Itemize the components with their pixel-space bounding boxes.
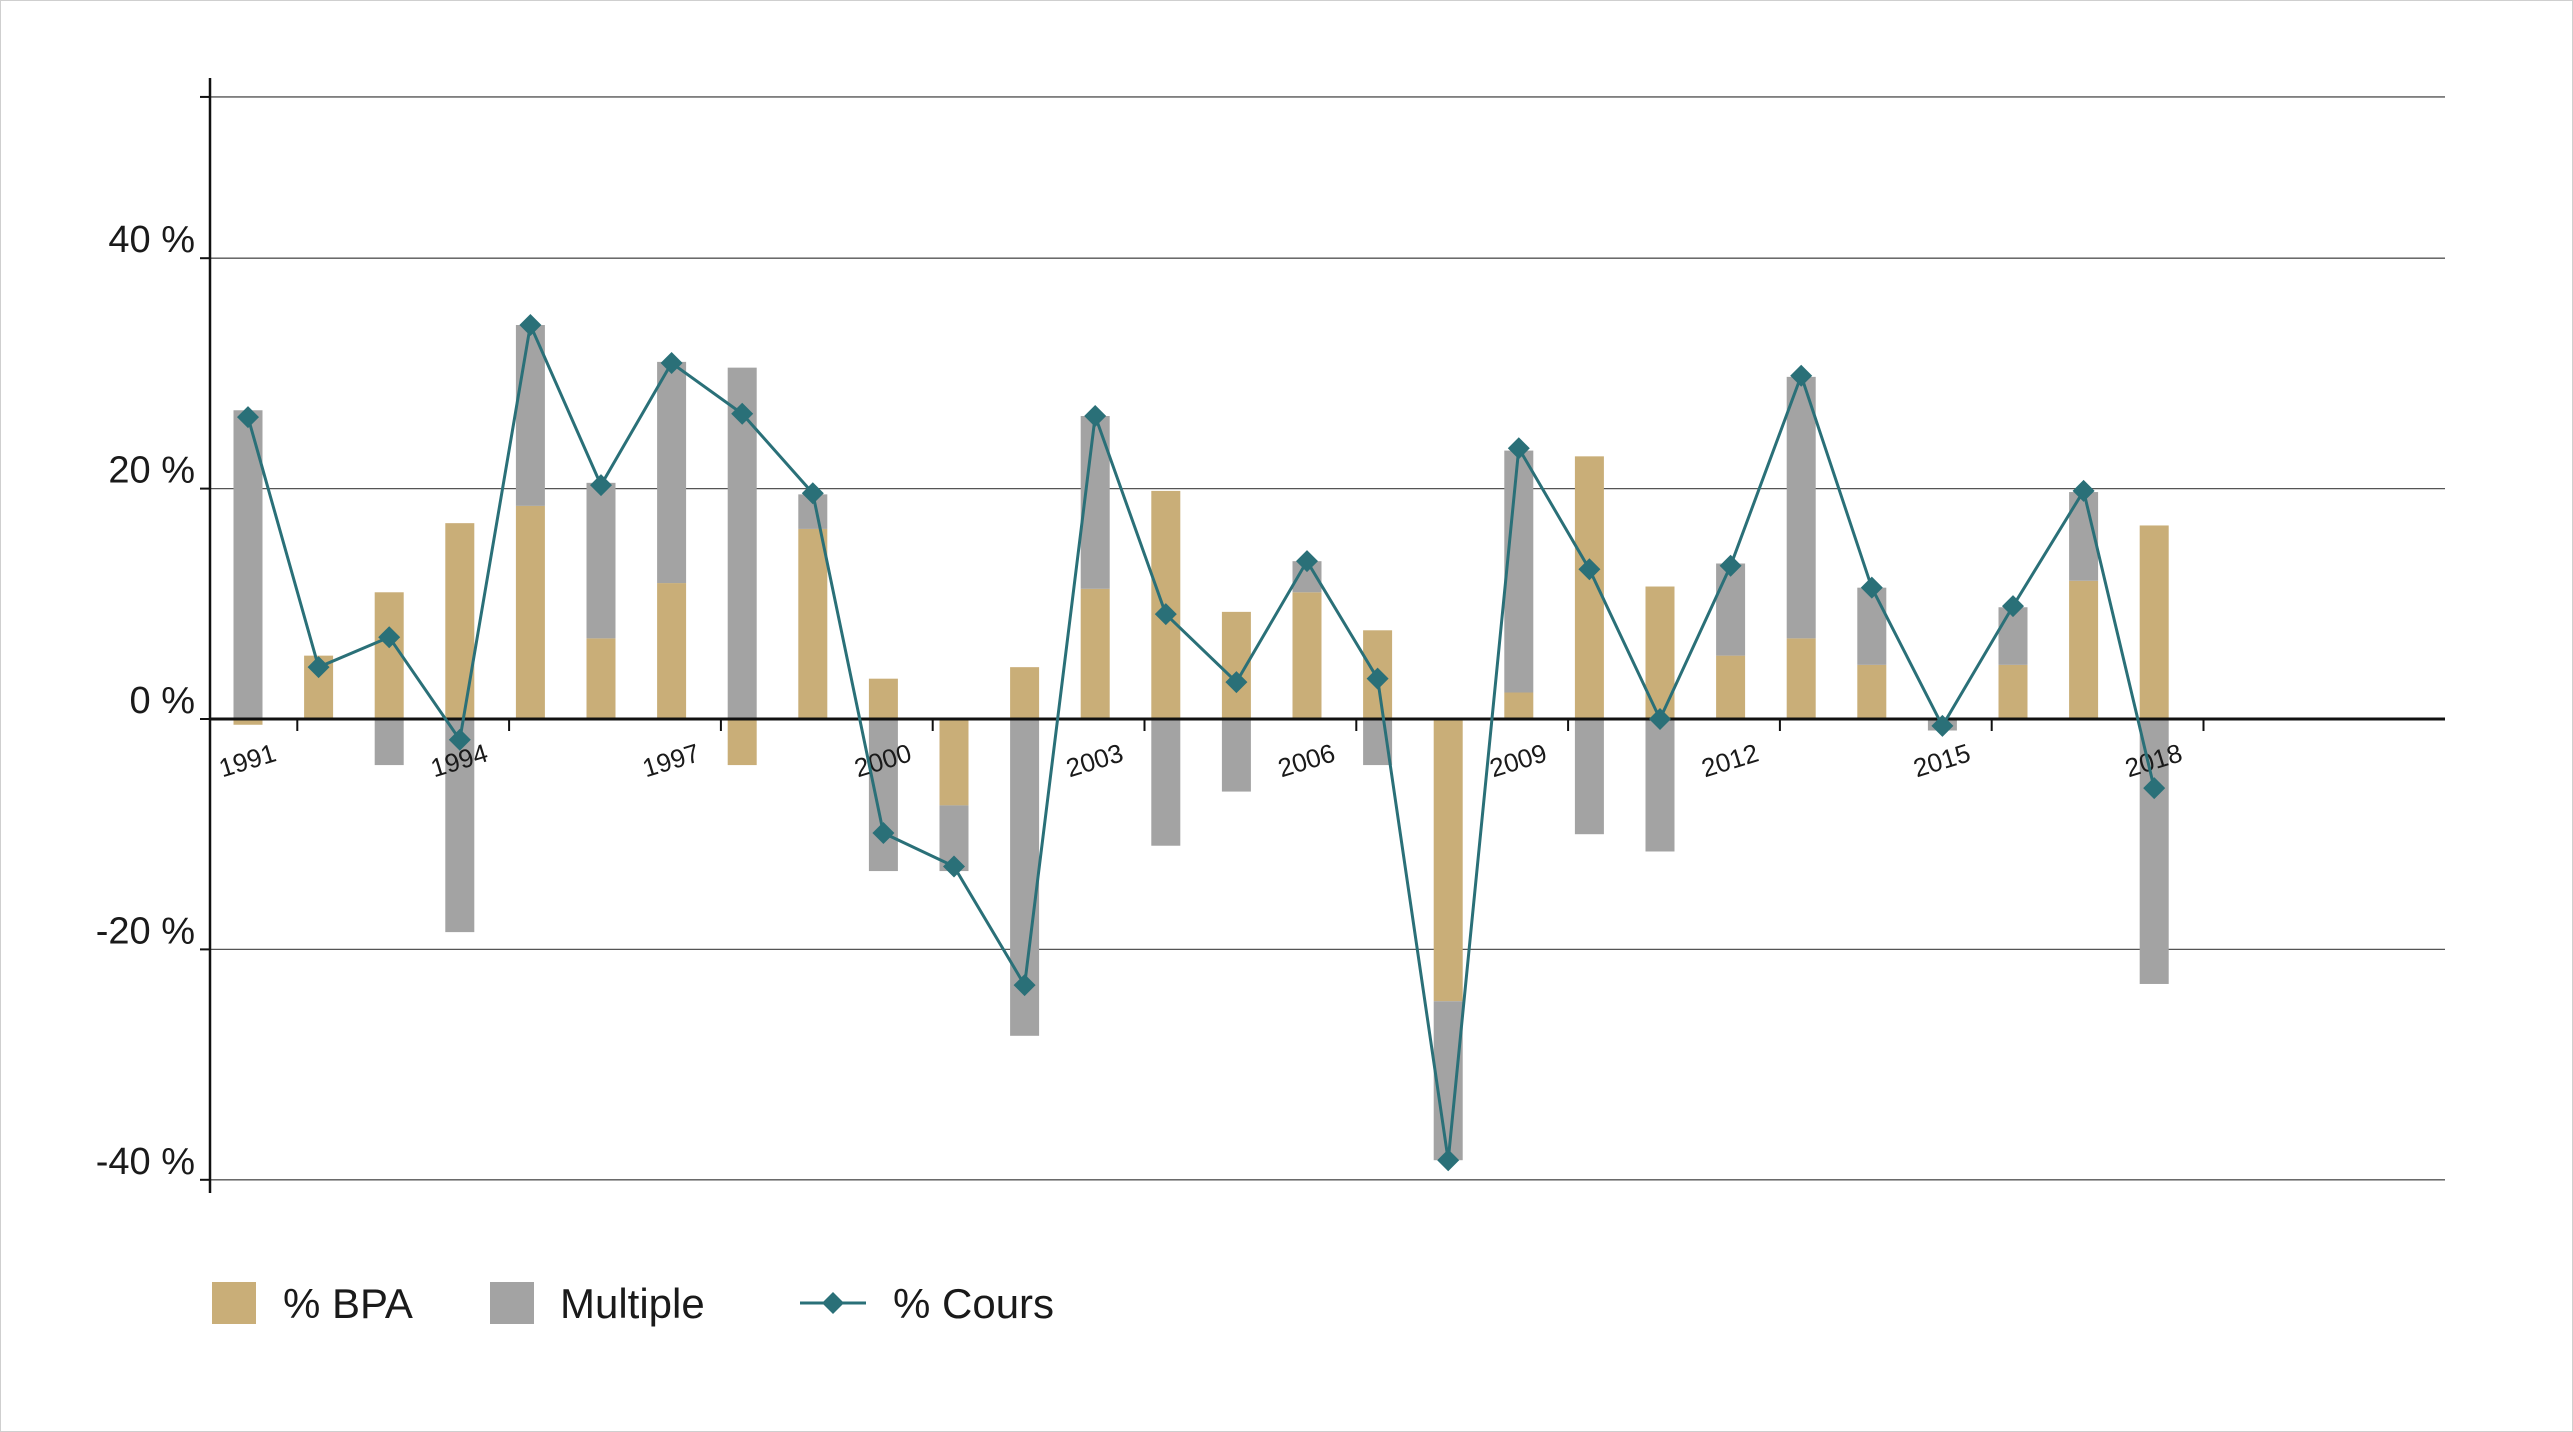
cours-point — [2002, 595, 2024, 618]
cours-point — [1366, 667, 1389, 690]
multiple-bar — [515, 325, 545, 506]
legend-cours-marker — [822, 1292, 844, 1314]
multiple-bar — [1645, 719, 1675, 852]
cours-point — [590, 474, 612, 497]
cours-point — [731, 402, 754, 425]
cours-point — [1296, 550, 1318, 573]
y-tick-label: -20 % — [96, 910, 195, 952]
cours-point — [1790, 364, 1813, 387]
multiple-bar — [1574, 719, 1604, 835]
cours-point — [872, 822, 895, 845]
y-axis-labels: -40 % -20 % 0 % 20 % 40 % — [96, 219, 195, 1183]
x-tick-label: 2006 — [1274, 738, 1338, 784]
multiple-bar — [374, 719, 404, 766]
bpa-bar — [1292, 592, 1322, 719]
y-tick-label: 0 % — [130, 680, 195, 722]
bpa-bar — [445, 523, 475, 719]
x-tick-label: 2009 — [1486, 738, 1550, 784]
bpa-bar — [1857, 664, 1887, 719]
multiple-bar — [1221, 719, 1251, 792]
cours-point — [1719, 554, 1742, 577]
multiple-bar — [657, 361, 687, 584]
x-axis-labels: 1991 1994 1997 2000 2003 2006 2009 2012 2015 2018 — [215, 738, 2185, 784]
legend-multiple-swatch — [490, 1282, 534, 1324]
gridlines — [200, 96, 2445, 1181]
bpa-bar — [868, 678, 898, 719]
bpa-bar — [1716, 655, 1746, 719]
y-tick-label: 40 % — [108, 219, 195, 261]
cours-point — [1578, 558, 1601, 581]
multiple-bar — [1504, 450, 1534, 693]
y-tick-label: -40 % — [96, 1141, 195, 1183]
bpa-bar — [586, 638, 616, 719]
cours-point — [519, 314, 542, 337]
multiple-bar — [233, 410, 263, 719]
bpa-bar — [2139, 525, 2169, 719]
bpa-bar — [727, 719, 757, 766]
bpa-bar — [939, 719, 969, 806]
legend-bpa-label: % BPA — [283, 1280, 413, 1327]
axes — [200, 78, 2445, 1193]
legend: % BPA Multiple % Cours — [212, 1280, 1054, 1327]
bpa-bar — [657, 583, 687, 719]
cours-point — [307, 656, 330, 679]
bpa-bar — [374, 592, 404, 719]
x-tick-label: 1997 — [639, 738, 703, 784]
multiple-bar — [586, 482, 616, 639]
cours-point — [1084, 405, 1107, 428]
x-tick-label: 2015 — [1910, 738, 1974, 784]
legend-cours-label: % Cours — [893, 1280, 1054, 1327]
multiple-bar — [1433, 1001, 1463, 1161]
multiple-bar — [445, 719, 475, 933]
cours-point — [943, 855, 965, 878]
cours-point — [2143, 777, 2166, 800]
x-tick-label: 1991 — [215, 738, 279, 784]
cours-point — [1507, 437, 1530, 460]
legend-multiple-label: Multiple — [560, 1280, 705, 1327]
bpa-bar — [1010, 667, 1040, 719]
bpa-bar — [515, 505, 545, 719]
bpa-bar — [1504, 692, 1534, 719]
multiple-bar — [1716, 563, 1746, 656]
cours-point — [2072, 479, 2095, 502]
multiple-bar — [868, 719, 898, 872]
multiple-bar — [2139, 719, 2169, 984]
y-tick-label: 20 % — [108, 450, 195, 492]
cours-point — [801, 482, 824, 505]
cours-point — [378, 626, 401, 649]
cours-point — [1013, 974, 1036, 997]
bpa-bar — [1433, 719, 1463, 1002]
cours-line — [246, 319, 2156, 1161]
bpa-bar — [233, 719, 263, 725]
cours-line-group — [237, 314, 2166, 1172]
bpa-bar — [1080, 588, 1110, 719]
x-tick-label: 2003 — [1063, 738, 1127, 784]
cours-point — [448, 728, 471, 751]
cours-point — [237, 406, 259, 429]
bpa-bar — [1998, 664, 2028, 719]
cours-point — [1154, 603, 1177, 626]
bpa-bar — [1786, 638, 1816, 719]
cours-point — [1649, 708, 1671, 730]
multiple-bar — [1151, 719, 1181, 846]
legend-bpa-swatch — [212, 1282, 256, 1324]
cours-point — [1931, 714, 1954, 737]
bpa-bar — [798, 528, 828, 719]
multiple-bar — [1857, 587, 1887, 665]
cours-point — [1437, 1149, 1460, 1172]
multiple-bar — [1786, 376, 1816, 639]
bpa-bar — [2069, 580, 2099, 719]
bars-group — [233, 325, 2169, 1161]
x-tick-label: 2012 — [1698, 738, 1762, 784]
cours-point — [1860, 576, 1883, 599]
cours-point — [660, 352, 683, 375]
cours-point — [1225, 671, 1248, 694]
